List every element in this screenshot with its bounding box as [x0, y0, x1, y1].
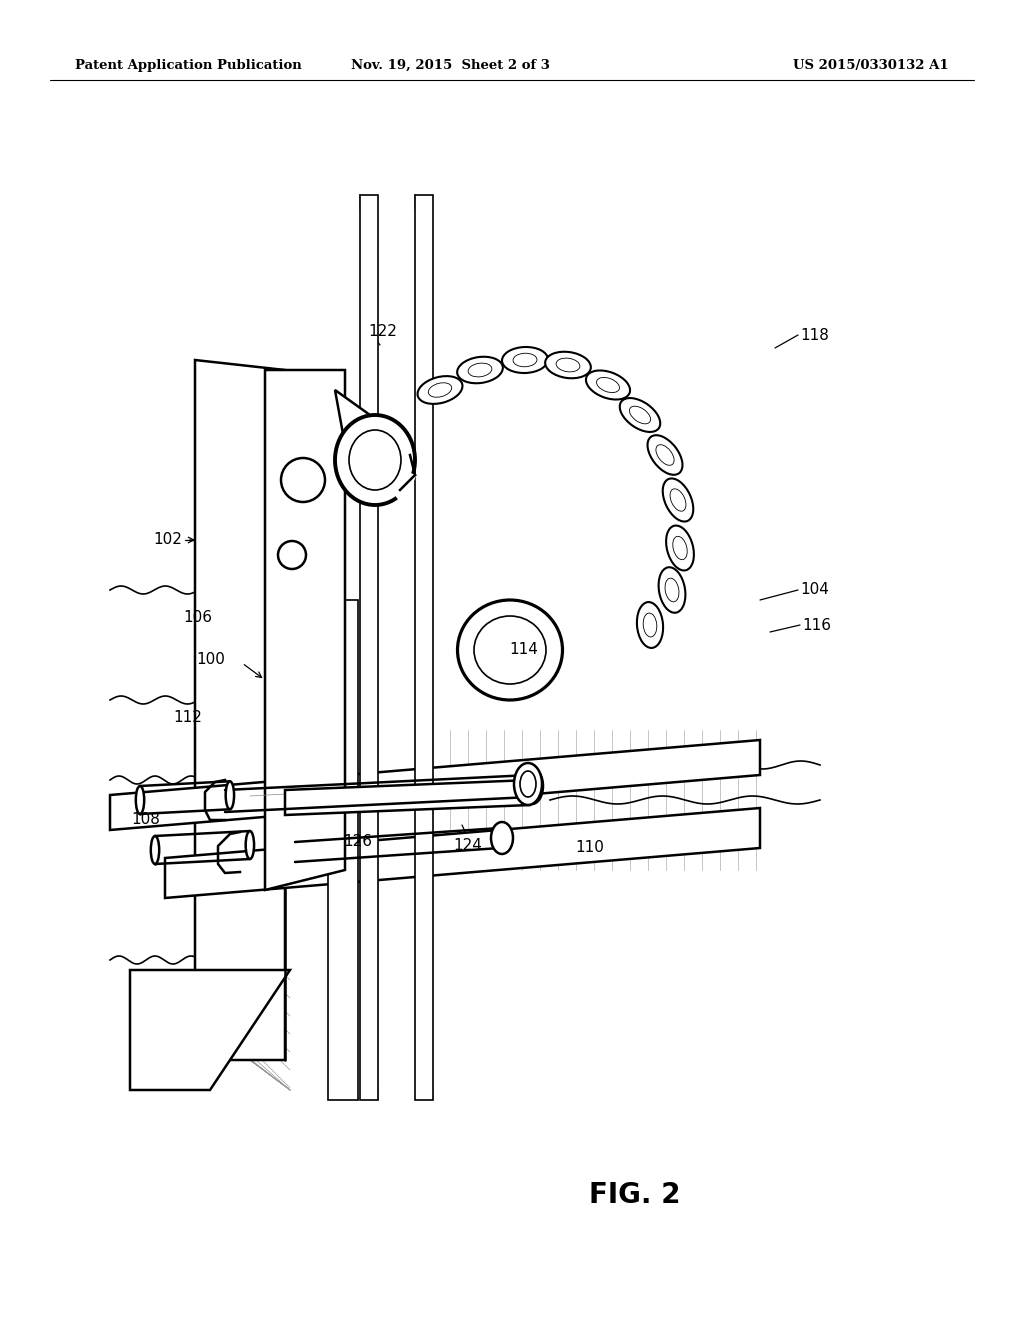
Ellipse shape — [458, 601, 562, 700]
Ellipse shape — [136, 785, 144, 814]
Text: 122: 122 — [368, 325, 397, 339]
Ellipse shape — [545, 351, 591, 379]
Text: 116: 116 — [802, 618, 831, 632]
Text: US 2015/0330132 A1: US 2015/0330132 A1 — [794, 58, 949, 71]
Text: FIG. 2: FIG. 2 — [589, 1180, 681, 1209]
Ellipse shape — [418, 376, 463, 404]
Circle shape — [281, 458, 325, 502]
Polygon shape — [335, 389, 370, 445]
Ellipse shape — [513, 354, 537, 367]
Ellipse shape — [428, 383, 452, 397]
Ellipse shape — [349, 430, 401, 490]
Ellipse shape — [666, 525, 694, 570]
Ellipse shape — [556, 358, 580, 372]
Text: 102: 102 — [154, 532, 182, 548]
Polygon shape — [265, 370, 345, 890]
Ellipse shape — [151, 836, 159, 865]
Ellipse shape — [665, 578, 679, 602]
Circle shape — [278, 541, 306, 569]
Ellipse shape — [673, 536, 687, 560]
Polygon shape — [165, 808, 760, 898]
Polygon shape — [110, 741, 760, 830]
Text: 124: 124 — [454, 837, 482, 853]
Ellipse shape — [586, 371, 630, 400]
Ellipse shape — [597, 378, 620, 392]
Text: 100: 100 — [197, 652, 225, 668]
Polygon shape — [195, 360, 285, 1060]
Ellipse shape — [643, 612, 656, 638]
Text: 106: 106 — [183, 610, 212, 626]
Polygon shape — [130, 970, 290, 1090]
Text: 110: 110 — [575, 841, 604, 855]
Ellipse shape — [521, 768, 543, 804]
Text: Nov. 19, 2015  Sheet 2 of 3: Nov. 19, 2015 Sheet 2 of 3 — [351, 58, 550, 71]
Text: 126: 126 — [343, 834, 373, 850]
Ellipse shape — [647, 436, 682, 475]
Polygon shape — [415, 195, 433, 1100]
Ellipse shape — [620, 399, 660, 432]
Ellipse shape — [457, 356, 503, 383]
Text: 108: 108 — [131, 813, 160, 828]
Ellipse shape — [514, 763, 542, 805]
Polygon shape — [328, 601, 358, 1100]
Ellipse shape — [502, 347, 548, 374]
Text: 112: 112 — [173, 710, 202, 726]
Ellipse shape — [637, 602, 664, 648]
Ellipse shape — [335, 414, 415, 506]
Ellipse shape — [246, 832, 254, 859]
Text: 118: 118 — [800, 327, 828, 342]
Ellipse shape — [225, 781, 234, 809]
Ellipse shape — [656, 445, 674, 466]
Ellipse shape — [468, 363, 492, 378]
Ellipse shape — [663, 478, 693, 521]
Ellipse shape — [630, 407, 650, 424]
Ellipse shape — [520, 771, 536, 797]
Ellipse shape — [670, 488, 686, 511]
Text: 114: 114 — [509, 643, 538, 657]
Text: 104: 104 — [800, 582, 828, 598]
Ellipse shape — [490, 822, 513, 854]
Polygon shape — [360, 195, 378, 1100]
Polygon shape — [285, 780, 530, 814]
Ellipse shape — [474, 616, 546, 684]
Ellipse shape — [658, 568, 685, 612]
Text: Patent Application Publication: Patent Application Publication — [75, 58, 302, 71]
